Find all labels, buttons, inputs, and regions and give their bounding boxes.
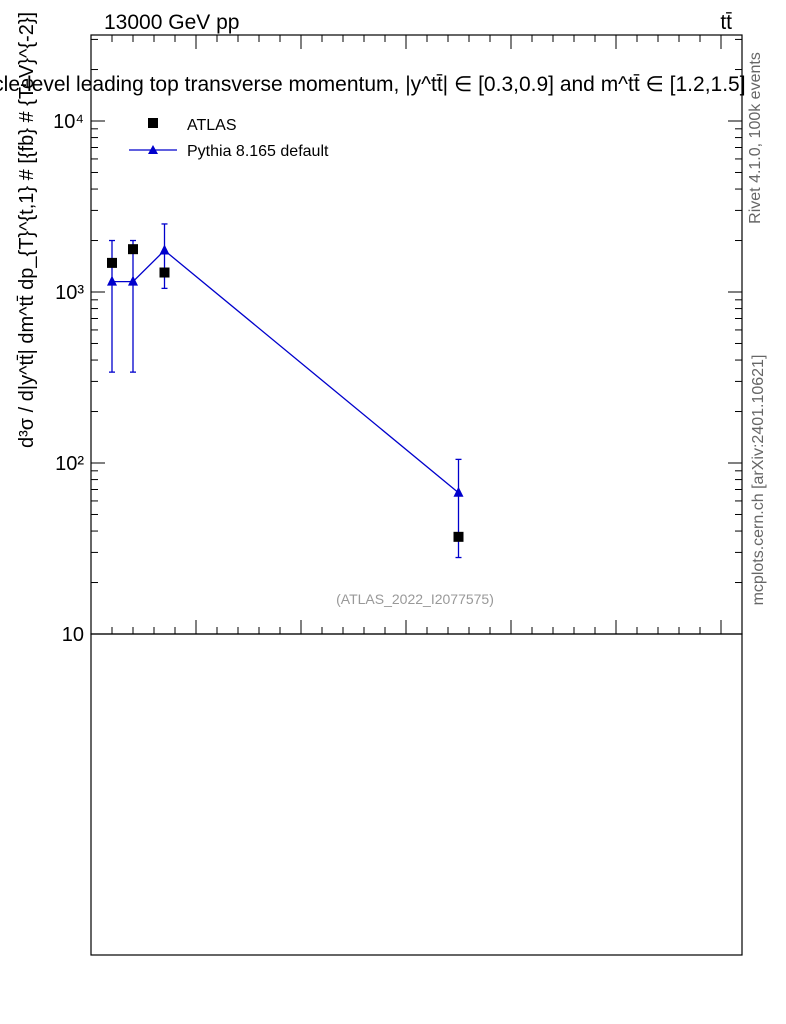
analysis-watermark: (ATLAS_2022_I2077575)	[336, 591, 494, 607]
atlas-series	[107, 244, 464, 542]
y-tick-label: 10⁴	[53, 111, 84, 133]
pythia-point	[107, 275, 117, 286]
atlas-point	[159, 267, 170, 278]
pythia-point	[159, 244, 170, 255]
pythia-point	[128, 275, 138, 286]
legend-pythia-label: Pythia 8.165 default	[187, 143, 329, 160]
process-label: tt̄	[720, 11, 732, 34]
atlas-point	[453, 531, 464, 542]
rivet-label: Rivet 4.1.0, 100k events	[747, 52, 764, 224]
x-axis-ticks	[90, 35, 743, 634]
energy-label: 13000 GeV pp	[104, 11, 239, 34]
legend-atlas-label: ATLAS	[187, 117, 237, 134]
atlas-point	[128, 244, 138, 255]
legend: ATLAS Pythia 8.165 default	[129, 117, 329, 160]
legend-atlas-marker	[148, 118, 158, 128]
pythia-point	[453, 486, 464, 497]
pythia-line	[112, 249, 459, 494]
chart-title: Particle-level leading top transverse mo…	[0, 73, 746, 96]
y-axis-ticks	[91, 38, 742, 635]
pythia-series	[107, 223, 464, 559]
y-tick-label: 10	[62, 624, 84, 646]
y-tick-label: 10²	[55, 453, 84, 475]
atlas-point	[107, 257, 117, 268]
y-tick-label: 10³	[55, 282, 84, 304]
mcplots-label: mcplots.cern.ch [arXiv:2401.10621]	[750, 355, 767, 606]
y-tick-labels: 10 10² 10³ 10⁴	[53, 111, 84, 646]
ratio-plot-frame	[90, 633, 743, 956]
y-axis-label: d³σ / d|y^tt̄| dm^tt̄ dp_{T}^{t,1} # [{f…	[16, 12, 38, 448]
legend-pythia-marker	[148, 145, 158, 154]
